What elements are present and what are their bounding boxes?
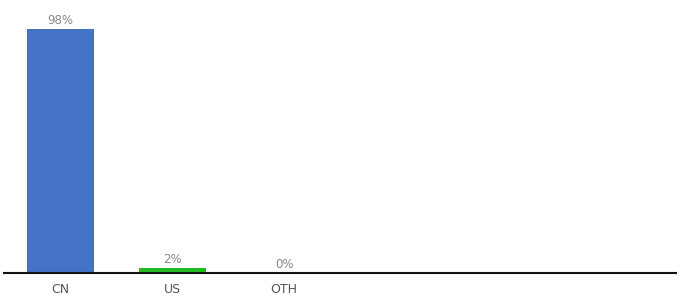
Text: 0%: 0% — [275, 258, 293, 271]
Text: 2%: 2% — [163, 253, 182, 266]
Bar — [139, 268, 205, 273]
Bar — [27, 29, 94, 273]
Text: 98%: 98% — [47, 14, 73, 27]
